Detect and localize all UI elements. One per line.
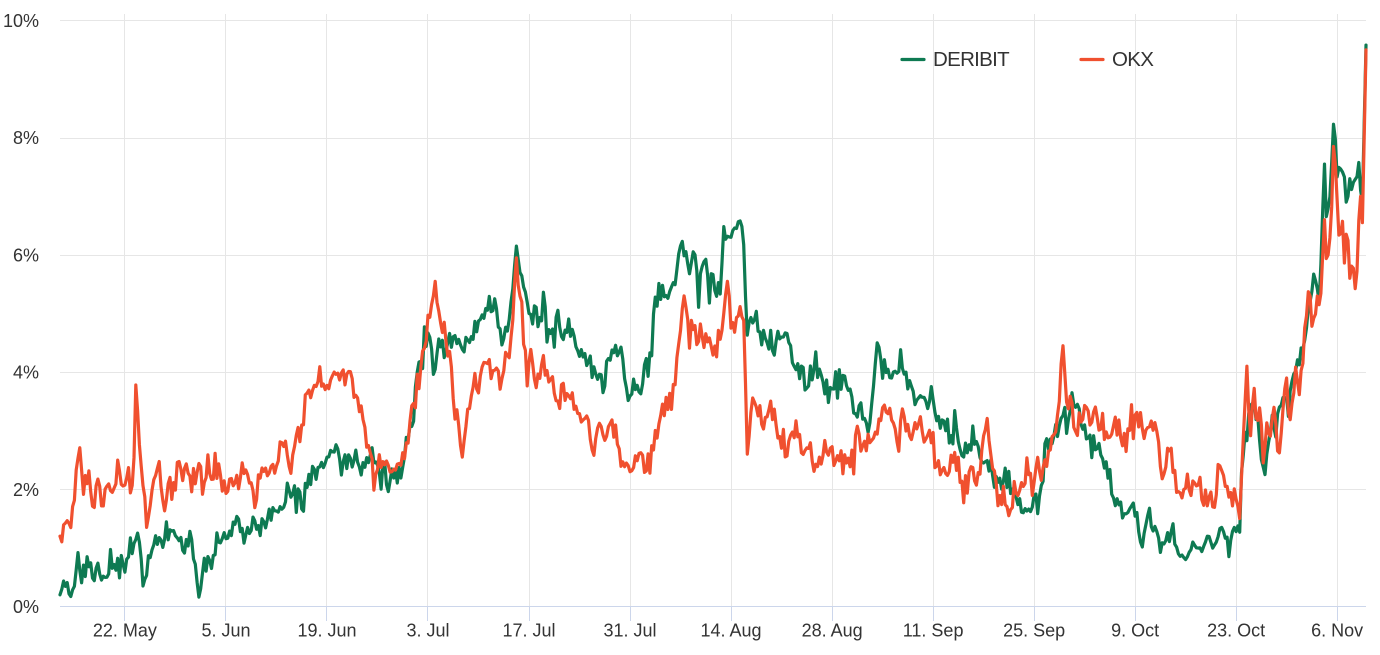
svg-text:OKX: OKX — [1112, 48, 1154, 71]
svg-text:6%: 6% — [13, 245, 39, 265]
svg-text:10%: 10% — [3, 11, 39, 31]
svg-text:25. Sep: 25. Sep — [1003, 621, 1065, 641]
svg-text:DERIBIT: DERIBIT — [933, 48, 1010, 71]
svg-text:3. Jul: 3. Jul — [406, 621, 449, 641]
svg-text:6. Nov: 6. Nov — [1311, 621, 1363, 641]
svg-text:22. May: 22. May — [93, 621, 157, 641]
svg-text:28. Aug: 28. Aug — [802, 621, 863, 641]
svg-text:23. Oct: 23. Oct — [1207, 621, 1265, 641]
svg-text:11. Sep: 11. Sep — [903, 621, 964, 641]
svg-text:14. Aug: 14. Aug — [700, 621, 761, 641]
svg-text:4%: 4% — [13, 363, 39, 383]
svg-text:0%: 0% — [13, 597, 39, 617]
svg-text:8%: 8% — [13, 128, 39, 148]
svg-text:31. Jul: 31. Jul — [603, 621, 656, 641]
svg-text:2%: 2% — [13, 480, 39, 500]
svg-text:5. Jun: 5. Jun — [201, 621, 250, 641]
svg-text:9. Oct: 9. Oct — [1111, 621, 1159, 641]
svg-text:19. Jun: 19. Jun — [297, 621, 356, 641]
svg-text:17. Jul: 17. Jul — [502, 621, 555, 641]
